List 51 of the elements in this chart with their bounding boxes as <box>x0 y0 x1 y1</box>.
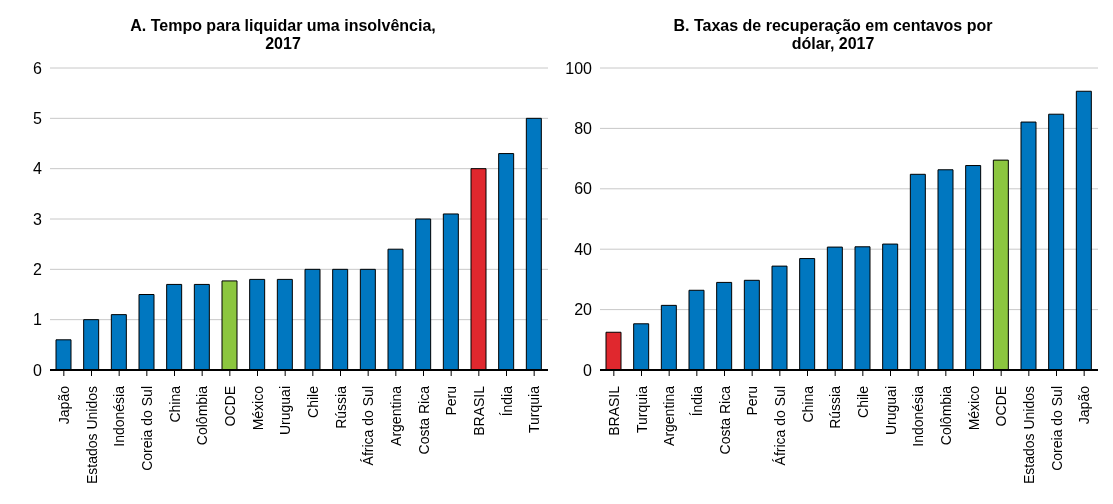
x-tick-label: Peru <box>744 386 761 416</box>
x-tick-label: Costa Rica <box>415 385 432 455</box>
x-tick-label: Turquia <box>526 385 543 433</box>
x-tick-label: Japão <box>55 385 72 425</box>
x-tick-label: Peru <box>443 386 460 416</box>
chart-title: B. Taxas de recuperação em centavos por dólar, 2017 <box>673 17 993 52</box>
x-tick-label: Estados Unidos <box>1020 386 1037 485</box>
chart-title: A. Tempo para liquidar uma insolvência, 2017 <box>130 17 436 52</box>
y-tick-label: 3 <box>33 210 43 228</box>
x-tick-label: Coreia do Sul <box>138 386 155 471</box>
x-tick-label: BRASIL <box>605 385 622 436</box>
x-tick-label: Argentina <box>661 385 678 446</box>
x-tick-label: OCDE <box>221 386 238 427</box>
y-tick-label: 4 <box>33 160 43 178</box>
y-tick-label: 1 <box>33 311 43 329</box>
x-tick-label: África do Sul <box>771 386 788 466</box>
x-tick-label: Indonésia <box>111 385 128 447</box>
y-tick-label: 100 <box>565 59 593 77</box>
x-tick-label: Índia <box>688 385 705 417</box>
y-tick-label: 80 <box>574 120 593 138</box>
x-tick-label: Japão <box>1076 385 1093 425</box>
y-tick-label: 0 <box>33 361 43 379</box>
x-tick-label: México <box>965 385 982 431</box>
x-tick-label: Indonésia <box>910 385 927 447</box>
x-tick-label: Uruguai <box>882 386 899 436</box>
x-tick-label: México <box>249 385 266 431</box>
x-tick-label: África do Sul <box>360 386 377 466</box>
x-tick-label: Coreia do Sul <box>1048 386 1065 471</box>
x-tick-label: Chile <box>304 385 321 418</box>
x-tick-label: Chile <box>854 385 871 418</box>
x-tick-label: Colômbia <box>194 385 211 446</box>
x-tick-label: China <box>799 385 816 423</box>
x-tick-label: China <box>166 385 183 423</box>
y-tick-label: 6 <box>33 59 43 77</box>
x-tick-label: Turquia <box>633 385 650 433</box>
x-tick-label: Índia <box>498 385 515 417</box>
x-tick-label: Rússia <box>827 385 844 429</box>
y-tick-label: 0 <box>583 361 593 379</box>
x-tick-label: Argentina <box>387 385 404 446</box>
x-tick-label: BRASIL <box>470 385 487 436</box>
y-tick-label: 20 <box>574 301 593 319</box>
y-tick-label: 5 <box>33 110 43 128</box>
y-tick-label: 40 <box>574 240 593 258</box>
x-tick-label: Estados Unidos <box>83 386 100 485</box>
x-tick-label: Rússia <box>332 385 349 429</box>
y-tick-label: 60 <box>574 180 593 198</box>
x-tick-label: OCDE <box>993 386 1010 427</box>
x-tick-label: Uruguai <box>277 386 294 436</box>
x-tick-label: Colômbia <box>937 385 954 446</box>
x-tick-label: Costa Rica <box>716 385 733 455</box>
y-tick-label: 2 <box>33 261 43 279</box>
